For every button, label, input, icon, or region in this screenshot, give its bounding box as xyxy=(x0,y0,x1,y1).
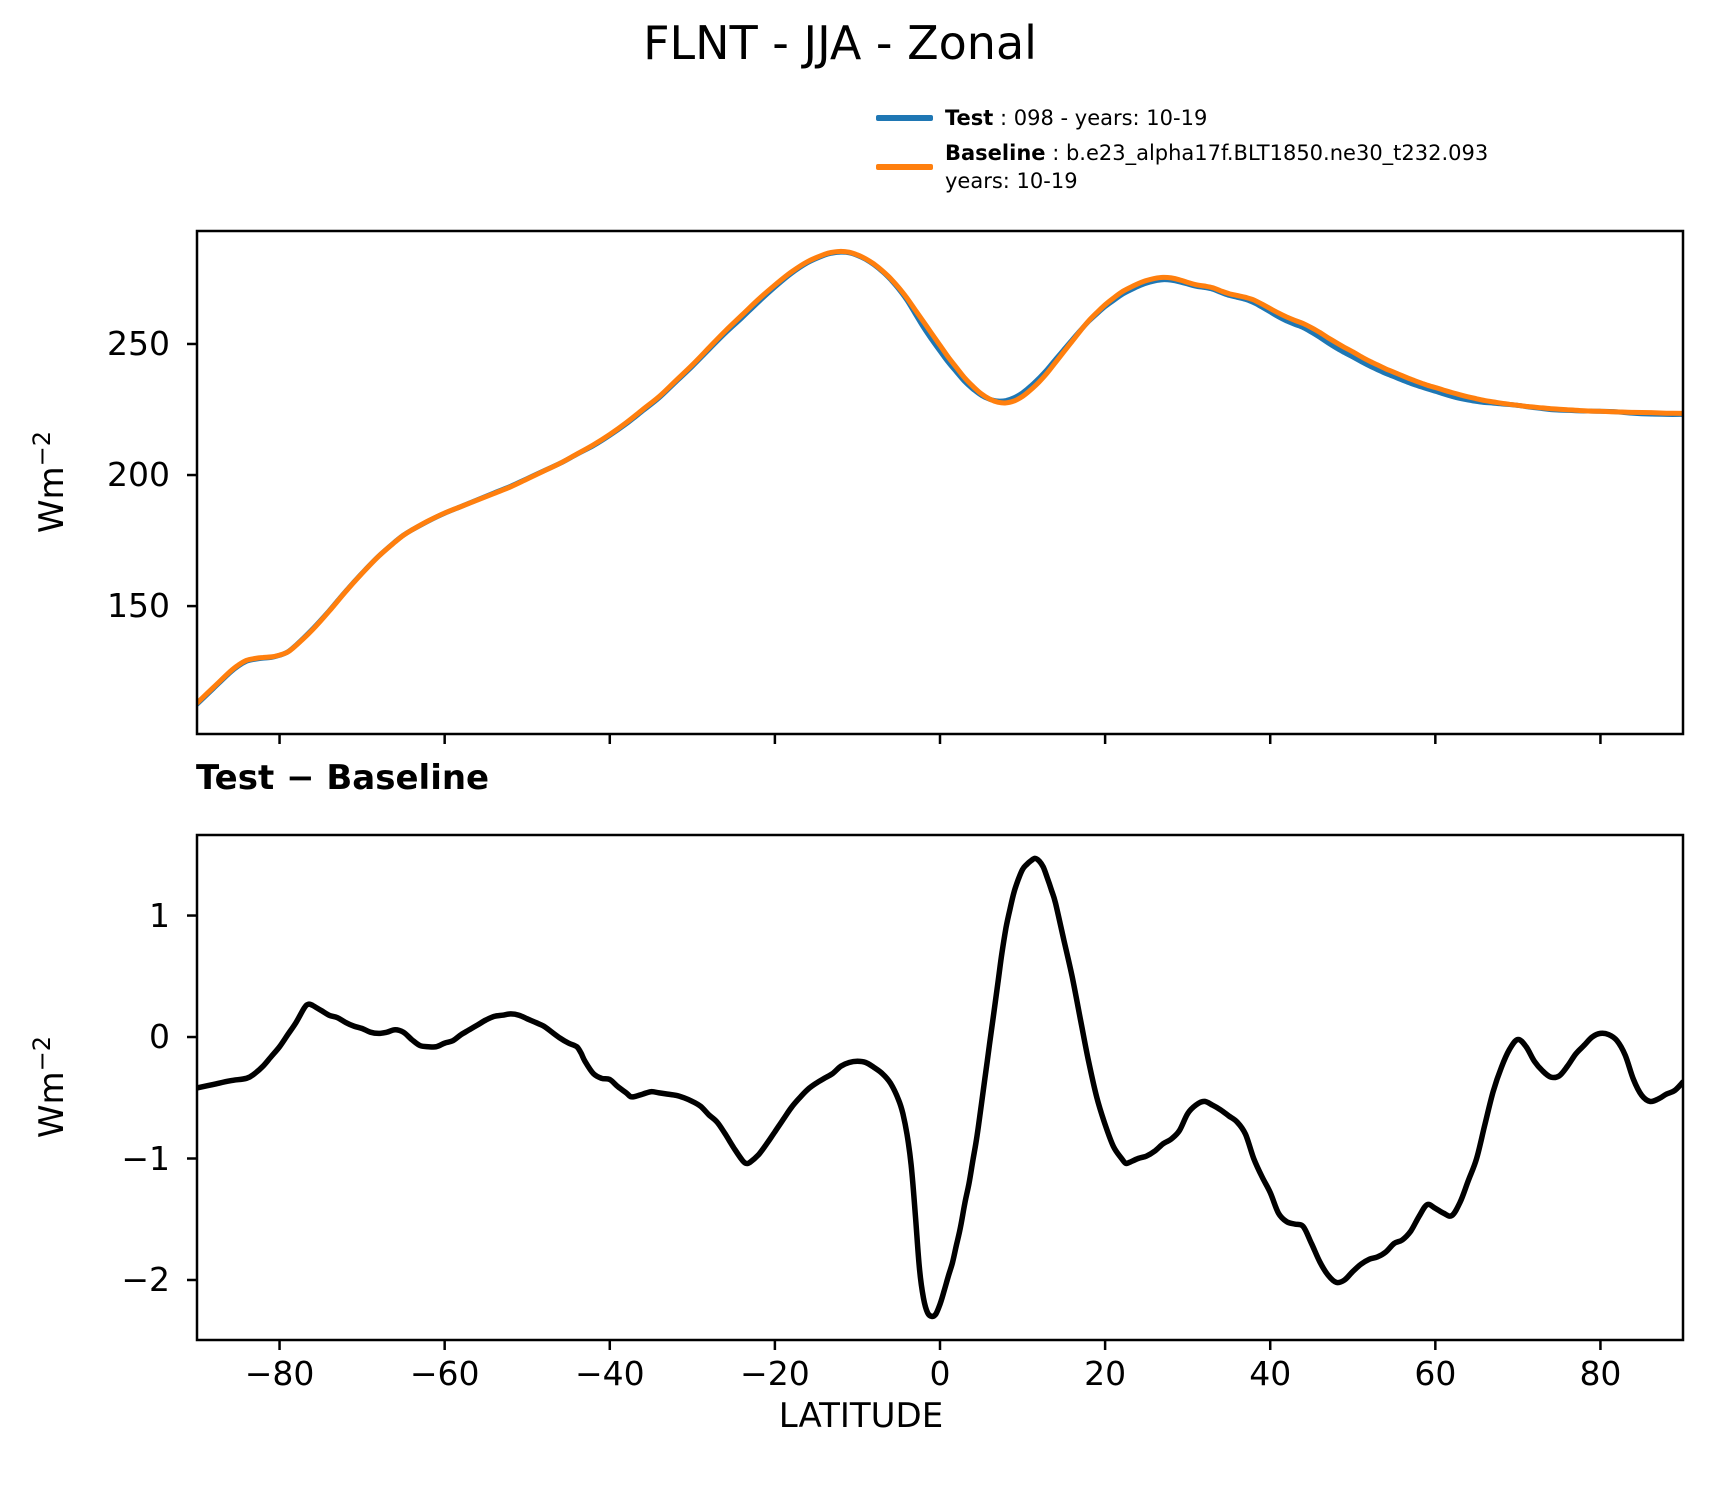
baseline-line xyxy=(197,248,1683,706)
y-tick-label: 1 xyxy=(149,895,170,935)
x-tick-label: −80 xyxy=(244,1354,315,1393)
x-tick-label: 80 xyxy=(1579,1354,1622,1393)
x-tick-label: −20 xyxy=(740,1354,810,1393)
difference-panel-title: Test − Baseline xyxy=(196,758,490,798)
legend-item-test: Test : 098 - years: 10-19 xyxy=(876,104,1488,132)
x-tick-label: 40 xyxy=(1249,1354,1292,1393)
x-tick-label: 20 xyxy=(1084,1354,1127,1393)
x-tick-label: 0 xyxy=(929,1354,951,1393)
y-tick-label: 250 xyxy=(107,323,170,363)
test-line xyxy=(197,249,1683,707)
x-tick-label: 60 xyxy=(1414,1354,1457,1393)
y-tick-label: 150 xyxy=(107,586,170,626)
y-tick-label: −2 xyxy=(121,1259,170,1299)
x-tick-label: −40 xyxy=(574,1354,645,1393)
x-axis-label: LATITUDE xyxy=(778,1396,944,1436)
test-line-swatch xyxy=(876,115,933,121)
y-tick-label: 200 xyxy=(107,455,170,495)
legend-label-baseline: Baseline : b.e23_alpha17f.BLT1850.ne30_t… xyxy=(945,141,1489,193)
y-tick-label: −1 xyxy=(121,1138,170,1178)
legend-label-test: Test : 098 - years: 10-19 xyxy=(945,106,1208,130)
x-tick-label: −60 xyxy=(409,1354,480,1393)
legend-item-baseline: Baseline : b.e23_alpha17f.BLT1850.ne30_t… xyxy=(876,139,1488,195)
legend: Test : 098 - years: 10-19 Baseline : b.e… xyxy=(876,104,1488,195)
difference-line xyxy=(197,855,1683,1320)
page-title: FLNT - JJA - Zonal xyxy=(643,16,1037,70)
baseline-line-swatch xyxy=(876,164,933,170)
top-plot-frame xyxy=(195,229,1685,736)
bottom-plot-frame xyxy=(195,833,1685,1342)
y-tick-label: 0 xyxy=(149,1017,170,1057)
